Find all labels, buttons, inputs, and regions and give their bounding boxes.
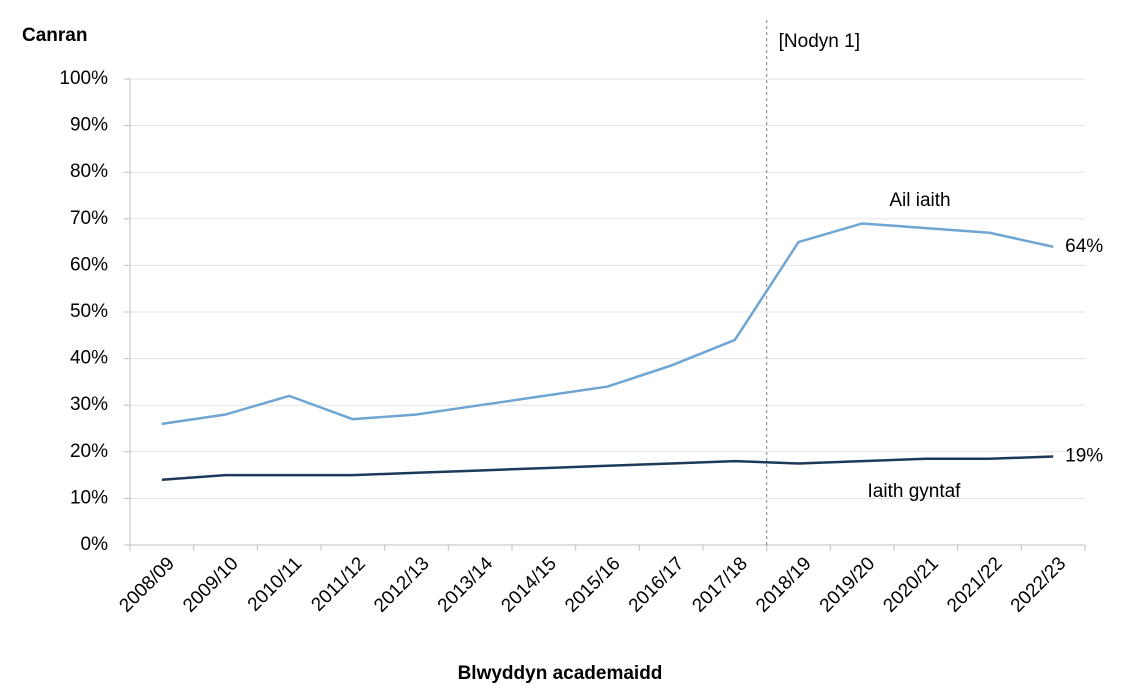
y-tick-label: 50% <box>70 301 108 322</box>
y-tick-label: 70% <box>70 208 108 229</box>
series-label: Iaith gyntaf <box>868 481 962 502</box>
y-tick-label: 60% <box>70 254 108 275</box>
x-tick-label: 2017/18 <box>688 553 751 616</box>
y-tick-label: 30% <box>70 394 108 415</box>
y-tick-label: 40% <box>70 348 108 369</box>
value-label: 19% <box>1065 445 1103 466</box>
x-tick-label: 2018/19 <box>752 553 815 616</box>
y-tick-label: 0% <box>81 534 109 555</box>
x-tick-label: 2008/09 <box>115 553 178 616</box>
series-label: Ail iaith <box>889 190 950 211</box>
x-tick-label: 2015/16 <box>561 553 624 616</box>
x-tick-label: 2011/12 <box>307 553 369 615</box>
y-axis-title: Canran <box>22 25 87 46</box>
y-tick-label: 100% <box>59 68 108 89</box>
x-tick-label: 2009/10 <box>179 553 242 616</box>
x-tick-label: 2012/13 <box>370 553 433 616</box>
y-tick-label: 80% <box>70 161 108 182</box>
x-tick-label: 2019/20 <box>816 553 879 616</box>
y-tick-label: 90% <box>70 115 108 136</box>
annotation: [Nodyn 1] <box>779 31 860 52</box>
x-tick-label: 2021/22 <box>943 553 1006 616</box>
x-tick-label: 2022/23 <box>1007 553 1070 616</box>
value-label: 64% <box>1065 236 1103 257</box>
x-tick-label: 2013/14 <box>434 553 498 617</box>
x-tick-label: 2016/17 <box>625 553 688 616</box>
series-line <box>161 455 1054 482</box>
x-tick-label: 2014/15 <box>497 553 560 616</box>
y-tick-label: 10% <box>70 487 108 508</box>
x-tick-label: 2010/11 <box>244 553 306 615</box>
x-tick-label: 2020/21 <box>879 553 942 616</box>
y-tick-label: 20% <box>70 441 108 462</box>
x-axis-title: Blwyddyn academaidd <box>458 663 663 684</box>
series-line <box>161 222 1054 426</box>
